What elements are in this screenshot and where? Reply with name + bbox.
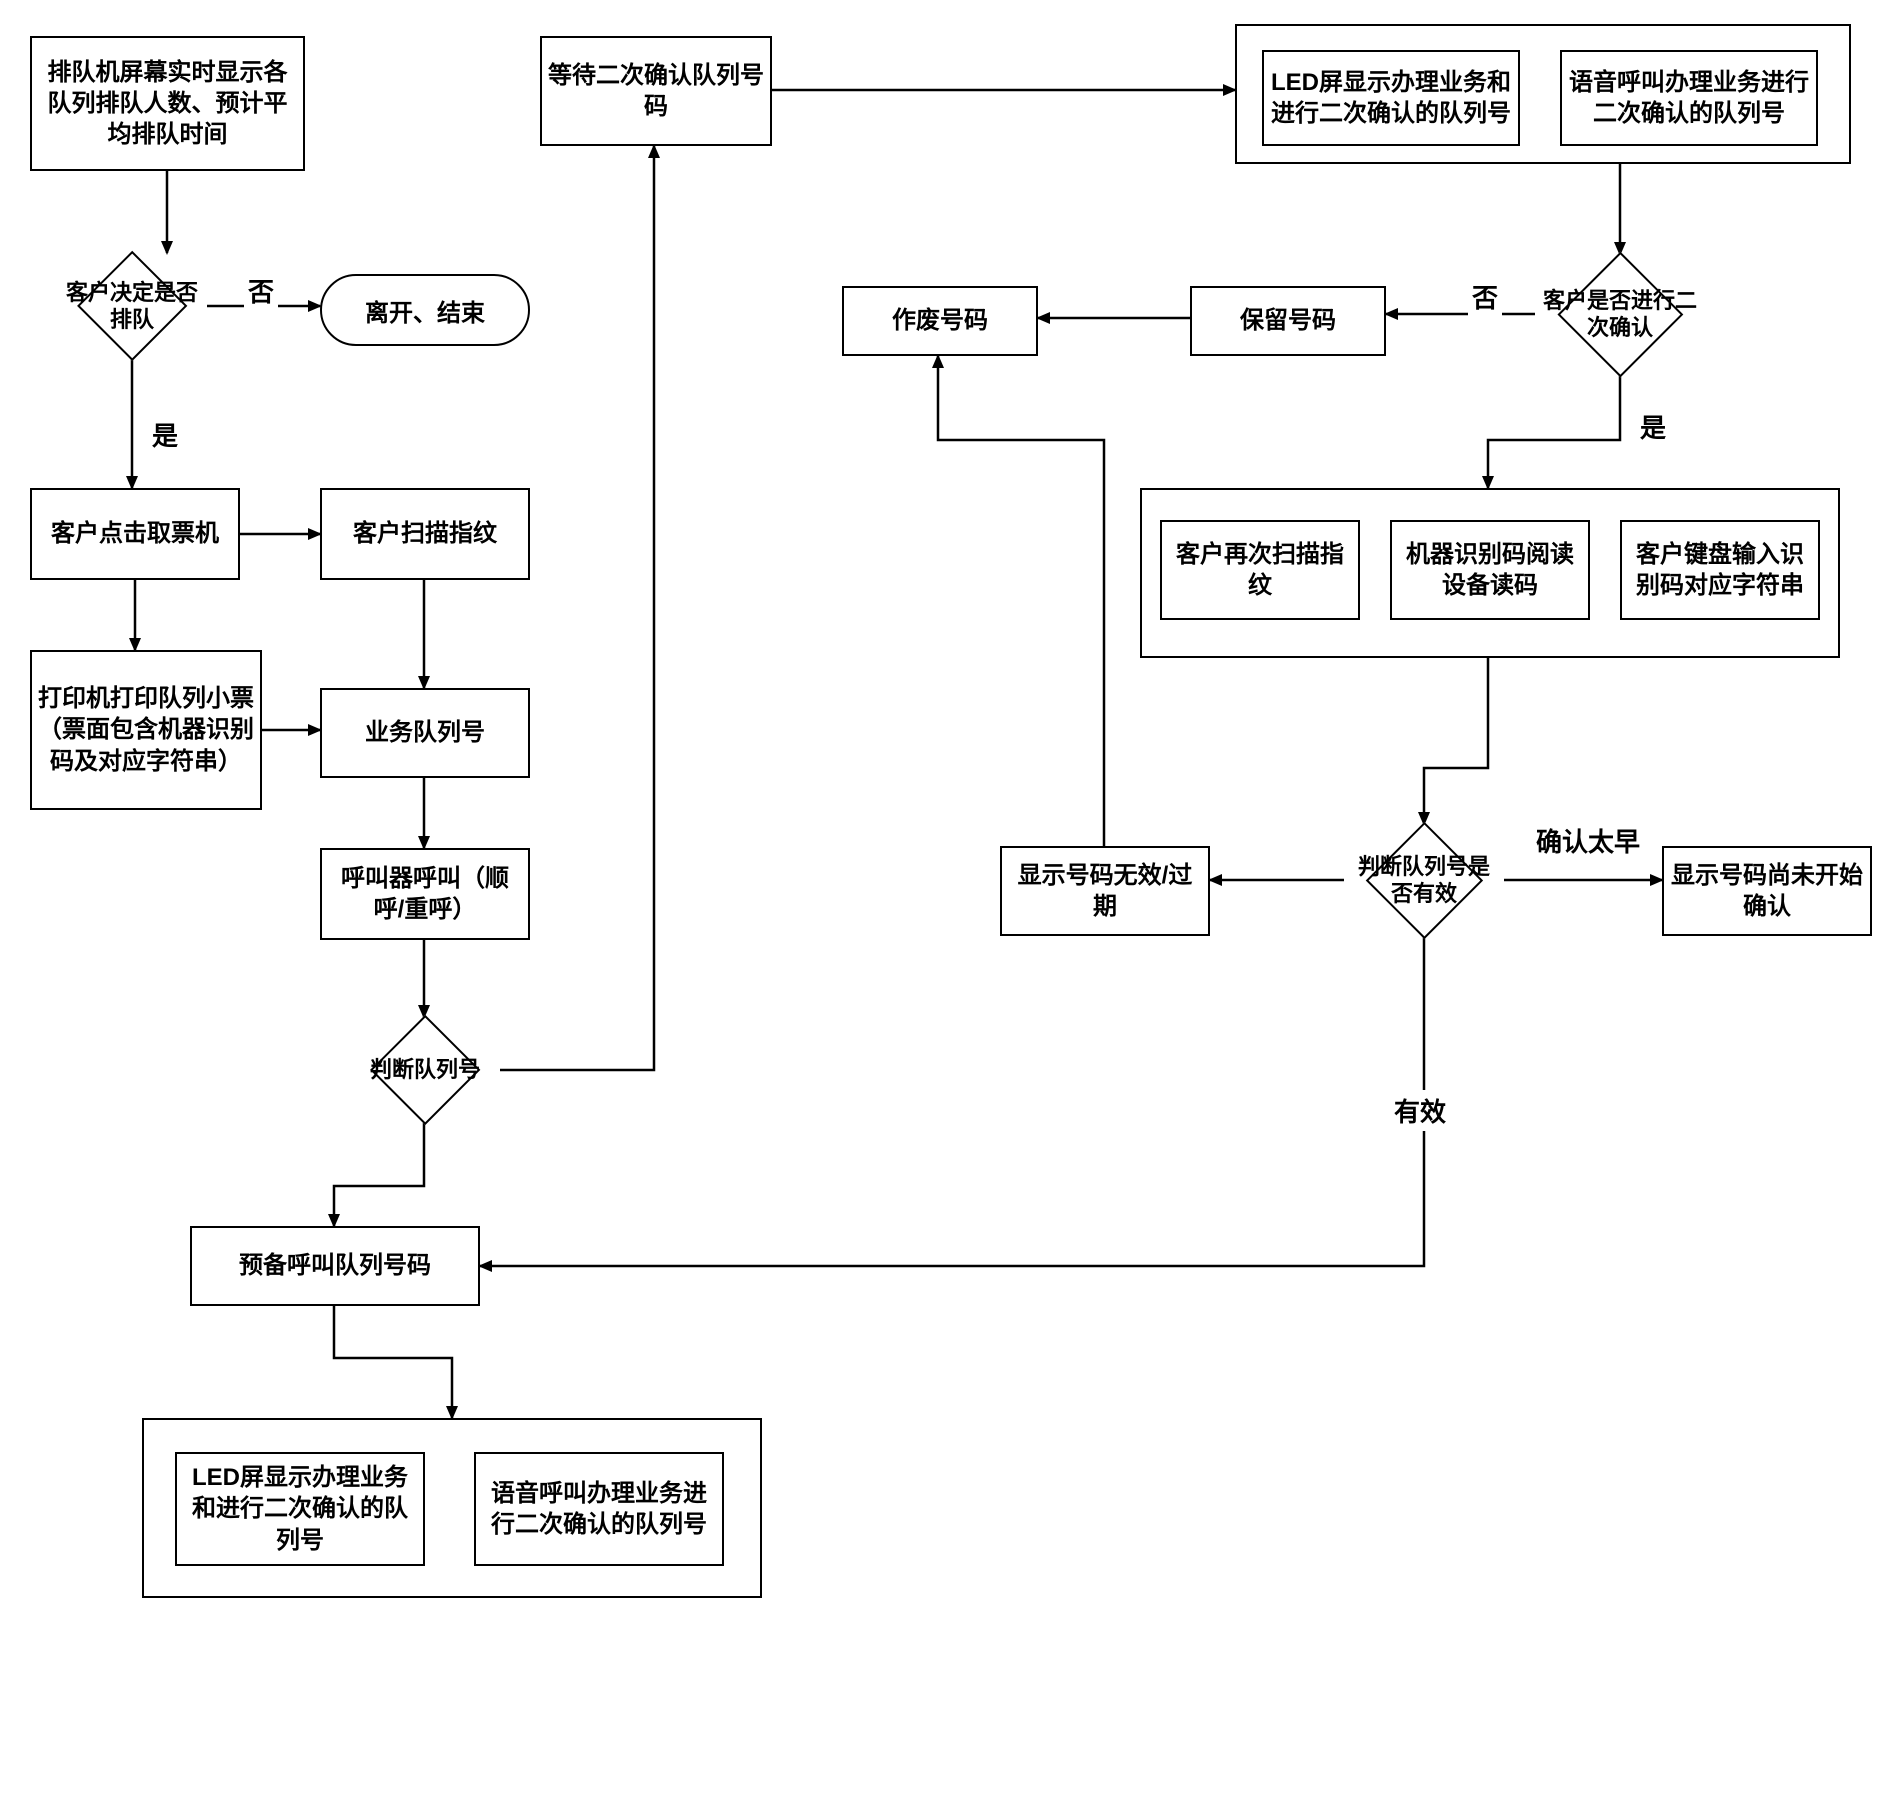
decision-d1: 客户决定是否排队 bbox=[57, 253, 207, 359]
node-label: 显示号码无效/过期 bbox=[1008, 860, 1202, 922]
edge-17 bbox=[1424, 658, 1488, 824]
node-n9: 预备呼叫队列号码 bbox=[190, 1226, 480, 1306]
edge-label-21: 有效 bbox=[1390, 1090, 1450, 1131]
node-label: 等待二次确认队列号码 bbox=[548, 60, 764, 122]
node-label: 客户扫描指纹 bbox=[353, 518, 497, 549]
decision-d3: 客户是否进行二次确认 bbox=[1535, 254, 1705, 374]
edge-11 bbox=[334, 1306, 452, 1418]
decision-d4: 判断队列号是否有效 bbox=[1344, 824, 1504, 936]
node-n19: 显示号码无效/过期 bbox=[1000, 846, 1210, 936]
node-n12: LED屏显示办理业务和进行二次确认的队列号 bbox=[1262, 50, 1520, 146]
node-n3: 客户点击取票机 bbox=[30, 488, 240, 580]
node-label: LED屏显示办理业务和进行二次确认的队列号 bbox=[1270, 67, 1512, 129]
node-n11: 语音呼叫办理业务进行二次确认的队列号 bbox=[474, 1452, 724, 1566]
node-label: 离开、结束 bbox=[365, 293, 485, 328]
edge-label-19: 确认太早 bbox=[1532, 820, 1644, 861]
node-n6: 业务队列号 bbox=[320, 688, 530, 778]
node-n13: 语音呼叫办理业务进行二次确认的队列号 bbox=[1560, 50, 1818, 146]
edge-10 bbox=[334, 1123, 424, 1226]
node-n17: 机器识别码阅读设备读码 bbox=[1390, 520, 1590, 620]
node-label: 机器识别码阅读设备读码 bbox=[1398, 539, 1582, 601]
node-n15: 作废号码 bbox=[842, 286, 1038, 356]
node-n20: 显示号码尚未开始确认 bbox=[1662, 846, 1872, 936]
diamond-label: 客户决定是否排队 bbox=[61, 279, 204, 334]
node-label: 业务队列号 bbox=[365, 717, 485, 748]
node-n18: 客户键盘输入识别码对应字符串 bbox=[1620, 520, 1820, 620]
node-label: 排队机屏幕实时显示各队列排队人数、预计平均排队时间 bbox=[38, 57, 297, 151]
node-label: 客户键盘输入识别码对应字符串 bbox=[1628, 539, 1812, 601]
node-n5: 打印机打印队列小票（票面包含机器识别码及对应字符串） bbox=[30, 650, 262, 810]
node-label: 语音呼叫办理业务进行二次确认的队列号 bbox=[482, 1478, 716, 1540]
node-label: 显示号码尚未开始确认 bbox=[1670, 860, 1864, 922]
node-n16: 客户再次扫描指纹 bbox=[1160, 520, 1360, 620]
node-n1: 排队机屏幕实时显示各队列排队人数、预计平均排队时间 bbox=[30, 36, 305, 171]
edge-21 bbox=[480, 936, 1424, 1266]
node-n7: 呼叫器呼叫（顺呼/重呼） bbox=[320, 848, 530, 940]
edge-label-1: 否 bbox=[244, 270, 278, 311]
node-label: 保留号码 bbox=[1240, 305, 1336, 336]
node-n2: 离开、结束 bbox=[320, 274, 530, 346]
diamond-label: 判断队列号 bbox=[370, 1056, 480, 1084]
edge-20 bbox=[938, 356, 1104, 846]
edge-label-16: 是 bbox=[1636, 406, 1670, 447]
node-label: 呼叫器呼叫（顺呼/重呼） bbox=[328, 863, 522, 925]
edge-label-14: 否 bbox=[1468, 276, 1502, 317]
node-label: 作废号码 bbox=[892, 305, 988, 336]
decision-d2: 判断队列号 bbox=[350, 1017, 500, 1123]
node-label: 客户再次扫描指纹 bbox=[1168, 539, 1352, 601]
edge-label-2: 是 bbox=[148, 414, 182, 455]
edge-16 bbox=[1488, 374, 1620, 488]
diamond-label: 客户是否进行二次确认 bbox=[1539, 287, 1701, 342]
node-label: 客户点击取票机 bbox=[51, 518, 219, 549]
node-n10: LED屏显示办理业务和进行二次确认的队列号 bbox=[175, 1452, 425, 1566]
diamond-label: 判断队列号是否有效 bbox=[1348, 853, 1500, 908]
node-label: 打印机打印队列小票（票面包含机器识别码及对应字符串） bbox=[38, 683, 254, 777]
node-label: 预备呼叫队列号码 bbox=[239, 1250, 431, 1281]
node-label: 语音呼叫办理业务进行二次确认的队列号 bbox=[1568, 67, 1810, 129]
node-n4: 客户扫描指纹 bbox=[320, 488, 530, 580]
node-label: LED屏显示办理业务和进行二次确认的队列号 bbox=[183, 1462, 417, 1556]
node-n8: 等待二次确认队列号码 bbox=[540, 36, 772, 146]
node-n14: 保留号码 bbox=[1190, 286, 1386, 356]
